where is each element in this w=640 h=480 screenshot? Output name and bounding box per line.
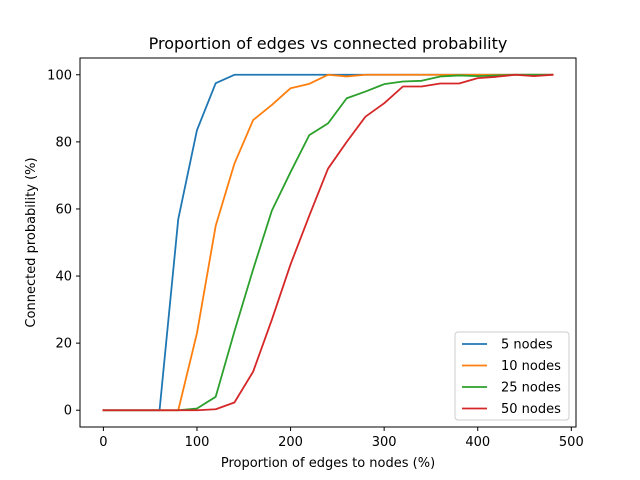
y-tick-label: 100	[47, 68, 72, 83]
x-axis-label: Proportion of edges to nodes (%)	[221, 456, 435, 471]
y-tick-label: 20	[55, 337, 72, 352]
x-tick-label: 500	[559, 435, 584, 450]
x-tick-label: 400	[465, 435, 490, 450]
legend-label: 25 nodes	[501, 381, 561, 396]
legend-box	[454, 331, 570, 421]
x-axis-ticks: 0 100 200 300 400 500	[99, 427, 584, 450]
legend-label: 5 nodes	[501, 338, 553, 353]
legend-label: 10 nodes	[501, 359, 561, 374]
x-tick-label: 200	[278, 435, 303, 450]
y-axis-ticks: 0 20 40 60 80 100	[47, 68, 80, 419]
y-tick-label: 0	[64, 404, 72, 419]
legend-label: 50 nodes	[501, 402, 561, 417]
x-tick-label: 100	[185, 435, 210, 450]
legend: 5 nodes 10 nodes 25 nodes 50 nodes	[454, 331, 570, 421]
plot-lines	[102, 73, 554, 412]
chart-title: Proportion of edges vs connected probabi…	[149, 34, 508, 53]
series-line-4	[102, 73, 554, 412]
x-tick-label: 0	[99, 435, 107, 450]
y-axis-label: Connected probability (%)	[24, 157, 39, 327]
y-tick-label: 80	[55, 135, 72, 150]
y-tick-label: 40	[55, 270, 72, 285]
y-tick-label: 60	[55, 202, 72, 217]
x-tick-label: 300	[372, 435, 397, 450]
plot-frame	[79, 57, 577, 428]
